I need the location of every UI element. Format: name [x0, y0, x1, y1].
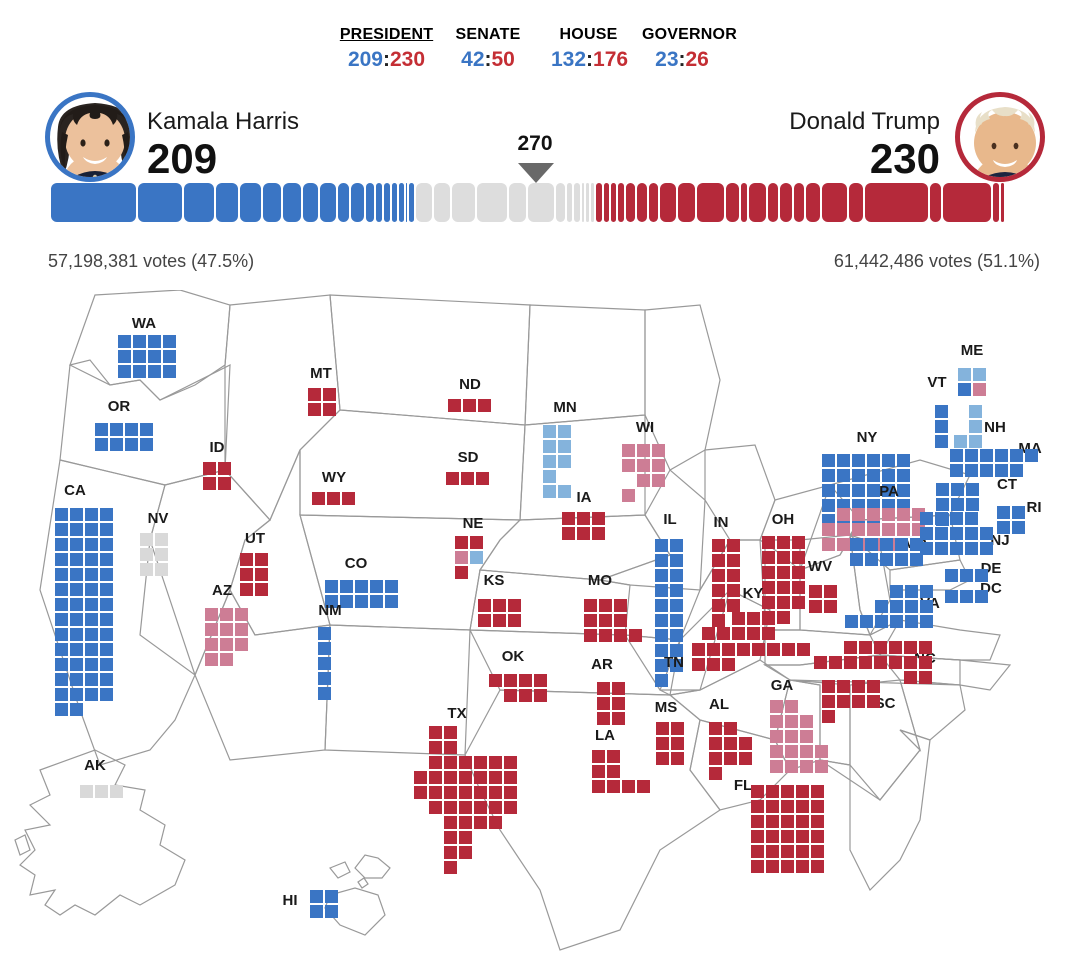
svg-text:IL: IL — [663, 511, 676, 528]
svg-text:WA: WA — [132, 315, 156, 332]
svg-text:OK: OK — [502, 648, 525, 665]
svg-text:WI: WI — [636, 419, 654, 436]
svg-text:OH: OH — [772, 511, 795, 528]
svg-text:LA: LA — [595, 727, 615, 744]
svg-text:KY: KY — [743, 585, 764, 602]
svg-text:MT: MT — [310, 365, 332, 382]
svg-text:AZ: AZ — [212, 582, 232, 599]
svg-text:AK: AK — [84, 757, 106, 774]
svg-text:KS: KS — [484, 572, 505, 589]
svg-text:NJ: NJ — [990, 532, 1009, 549]
svg-text:TX: TX — [447, 705, 466, 722]
svg-text:IA: IA — [577, 489, 592, 506]
svg-text:CO: CO — [345, 555, 368, 572]
svg-text:TN: TN — [664, 654, 684, 671]
svg-text:CA: CA — [64, 482, 86, 499]
svg-text:SD: SD — [458, 449, 479, 466]
svg-text:AR: AR — [591, 656, 613, 673]
svg-text:NY: NY — [857, 429, 878, 446]
svg-text:PA: PA — [879, 483, 899, 500]
svg-text:VT: VT — [927, 374, 946, 391]
svg-text:WV: WV — [808, 558, 832, 575]
svg-text:AL: AL — [709, 696, 729, 713]
svg-text:ND: ND — [459, 376, 481, 393]
svg-text:NH: NH — [984, 419, 1006, 436]
svg-text:FL: FL — [734, 777, 752, 794]
svg-text:NE: NE — [463, 515, 484, 532]
svg-text:WY: WY — [322, 469, 346, 486]
svg-text:ID: ID — [210, 439, 225, 456]
svg-text:GA: GA — [771, 677, 794, 694]
svg-text:OR: OR — [108, 398, 131, 415]
svg-text:UT: UT — [245, 530, 265, 547]
svg-text:RI: RI — [1027, 499, 1042, 516]
svg-text:IN: IN — [714, 514, 729, 531]
svg-text:MO: MO — [588, 572, 612, 589]
svg-text:ME: ME — [961, 342, 984, 359]
svg-text:HI: HI — [283, 892, 298, 909]
svg-text:NV: NV — [148, 510, 169, 527]
svg-text:CT: CT — [997, 476, 1017, 493]
svg-text:NM: NM — [318, 602, 341, 619]
svg-text:MN: MN — [553, 399, 576, 416]
svg-text:MS: MS — [655, 699, 678, 716]
